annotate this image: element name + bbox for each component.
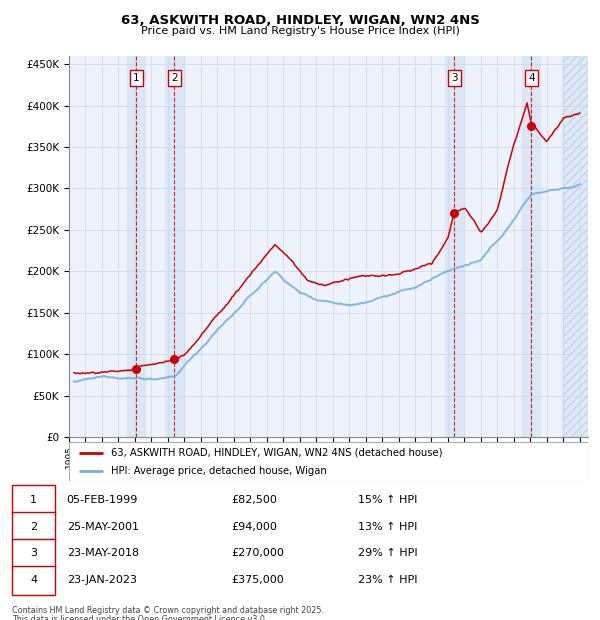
Bar	[127, 56, 145, 437]
Text: 23-MAY-2018: 23-MAY-2018	[67, 549, 139, 559]
Text: £375,000: £375,000	[231, 575, 284, 585]
Text: £82,500: £82,500	[231, 495, 277, 505]
Text: 1: 1	[133, 73, 140, 83]
Text: 3: 3	[30, 549, 37, 559]
Text: 1: 1	[30, 495, 37, 505]
Text: 63, ASKWITH ROAD, HINDLEY, WIGAN, WN2 4NS (detached house): 63, ASKWITH ROAD, HINDLEY, WIGAN, WN2 4N…	[110, 448, 442, 458]
Bar	[166, 56, 184, 437]
Bar	[563, 56, 588, 437]
Text: 2: 2	[30, 521, 37, 531]
Text: 15% ↑ HPI: 15% ↑ HPI	[358, 495, 417, 505]
Text: 3: 3	[451, 73, 458, 83]
Text: 29% ↑ HPI: 29% ↑ HPI	[358, 549, 417, 559]
FancyBboxPatch shape	[12, 485, 55, 514]
Bar	[445, 56, 463, 437]
Text: 4: 4	[30, 575, 37, 585]
Text: £270,000: £270,000	[231, 549, 284, 559]
Bar	[522, 56, 541, 437]
Text: 05-FEB-1999: 05-FEB-1999	[67, 495, 138, 505]
FancyBboxPatch shape	[12, 566, 55, 595]
Bar	[563, 56, 588, 437]
Text: This data is licensed under the Open Government Licence v3.0.: This data is licensed under the Open Gov…	[12, 615, 268, 620]
Text: 63, ASKWITH ROAD, HINDLEY, WIGAN, WN2 4NS: 63, ASKWITH ROAD, HINDLEY, WIGAN, WN2 4N…	[121, 14, 479, 27]
FancyBboxPatch shape	[12, 539, 55, 568]
Text: 2: 2	[171, 73, 178, 83]
FancyBboxPatch shape	[12, 512, 55, 541]
Text: Price paid vs. HM Land Registry's House Price Index (HPI): Price paid vs. HM Land Registry's House …	[140, 26, 460, 36]
Text: 25-MAY-2001: 25-MAY-2001	[67, 521, 139, 531]
Text: £94,000: £94,000	[231, 521, 277, 531]
Text: HPI: Average price, detached house, Wigan: HPI: Average price, detached house, Wiga…	[110, 466, 326, 476]
Text: 4: 4	[528, 73, 535, 83]
Text: 23-JAN-2023: 23-JAN-2023	[67, 575, 137, 585]
Text: 23% ↑ HPI: 23% ↑ HPI	[358, 575, 417, 585]
Text: 13% ↑ HPI: 13% ↑ HPI	[358, 521, 417, 531]
Text: Contains HM Land Registry data © Crown copyright and database right 2025.: Contains HM Land Registry data © Crown c…	[12, 606, 324, 616]
